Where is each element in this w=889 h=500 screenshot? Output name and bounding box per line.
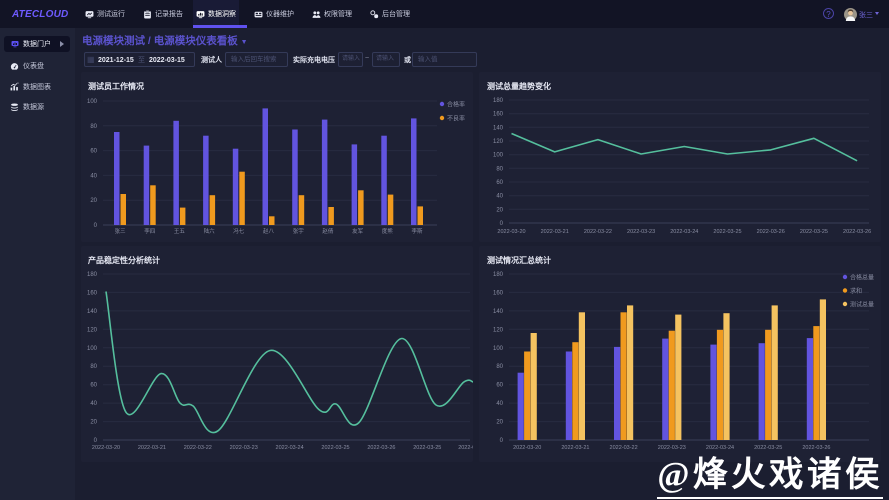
- svg-text:80: 80: [496, 364, 503, 370]
- svg-text:60: 60: [496, 383, 503, 389]
- svg-text:友军: 友军: [352, 227, 364, 235]
- svg-text:2022-03-25: 2022-03-25: [754, 445, 782, 451]
- svg-text:2022-03-25: 2022-03-25: [321, 445, 349, 451]
- svg-text:160: 160: [493, 112, 504, 118]
- svg-text:160: 160: [87, 290, 98, 296]
- svg-text:李四: 李四: [144, 227, 155, 235]
- svg-text:20: 20: [90, 198, 97, 204]
- svg-text:180: 180: [87, 272, 98, 278]
- svg-text:60: 60: [90, 383, 97, 389]
- svg-text:赵八: 赵八: [263, 227, 275, 235]
- svg-text:求和: 求和: [850, 287, 862, 295]
- svg-text:不良率: 不良率: [447, 115, 465, 123]
- svg-text:0: 0: [94, 223, 98, 229]
- svg-text:100: 100: [87, 346, 98, 352]
- svg-text:测试总量: 测试总量: [850, 301, 874, 309]
- svg-text:100: 100: [87, 99, 98, 105]
- svg-text:2022-03-20: 2022-03-20: [497, 229, 525, 235]
- svg-text:陆六: 陆六: [204, 227, 216, 235]
- svg-text:2022-03-26: 2022-03-26: [367, 445, 395, 451]
- svg-text:80: 80: [90, 364, 97, 370]
- svg-text:张宇: 张宇: [293, 227, 305, 235]
- svg-text:2022-03-24: 2022-03-24: [670, 229, 698, 235]
- svg-text:度熊: 度熊: [382, 227, 394, 235]
- svg-text:2022-03-25: 2022-03-25: [713, 229, 741, 235]
- svg-text:2022-03-23: 2022-03-23: [230, 445, 258, 451]
- svg-text:120: 120: [493, 139, 504, 145]
- svg-text:2022-03-24: 2022-03-24: [276, 445, 304, 451]
- svg-text:120: 120: [493, 327, 504, 333]
- svg-text:2022-03-25: 2022-03-25: [800, 229, 828, 235]
- svg-text:2022-03-23: 2022-03-23: [627, 229, 655, 235]
- svg-text:80: 80: [496, 166, 503, 172]
- svg-text:李斯: 李斯: [411, 227, 423, 235]
- svg-text:40: 40: [496, 194, 503, 200]
- svg-text:0: 0: [500, 438, 504, 444]
- svg-text:2022-03-26: 2022-03-26: [802, 445, 830, 451]
- svg-text:160: 160: [493, 290, 504, 296]
- svg-text:60: 60: [496, 180, 503, 186]
- svg-text:2022-03-22: 2022-03-22: [184, 445, 212, 451]
- svg-text:2022-03-20: 2022-03-20: [92, 445, 120, 451]
- svg-text:40: 40: [90, 401, 97, 407]
- svg-text:合格总量: 合格总量: [850, 274, 874, 282]
- svg-text:20: 20: [90, 420, 97, 426]
- svg-text:2022-03-25: 2022-03-25: [413, 445, 441, 451]
- svg-text:2022-03-24: 2022-03-24: [706, 445, 734, 451]
- svg-text:140: 140: [493, 125, 504, 131]
- svg-text:2022-03-21: 2022-03-21: [541, 229, 569, 235]
- svg-text:2022-03-22: 2022-03-22: [584, 229, 612, 235]
- svg-text:2022-0: 2022-0: [458, 445, 473, 451]
- svg-text:王五: 王五: [174, 228, 186, 235]
- svg-text:0: 0: [94, 438, 98, 444]
- svg-text:2022-03-26: 2022-03-26: [757, 229, 785, 235]
- svg-text:40: 40: [496, 401, 503, 407]
- svg-text:赵倩: 赵倩: [322, 227, 334, 235]
- svg-text:2022-03-23: 2022-03-23: [658, 445, 686, 451]
- svg-text:2022-03-21: 2022-03-21: [561, 445, 589, 451]
- svg-text:冯七: 冯七: [233, 227, 245, 235]
- svg-text:100: 100: [493, 346, 504, 352]
- svg-text:合格率: 合格率: [447, 101, 465, 109]
- svg-text:0: 0: [500, 221, 504, 227]
- svg-text:20: 20: [496, 420, 503, 426]
- svg-text:2022-03-22: 2022-03-22: [610, 445, 638, 451]
- svg-text:2022-03-21: 2022-03-21: [138, 445, 166, 451]
- svg-text:40: 40: [90, 173, 97, 179]
- svg-text:120: 120: [87, 327, 98, 333]
- svg-text:140: 140: [87, 309, 98, 315]
- svg-text:140: 140: [493, 309, 504, 315]
- svg-text:180: 180: [493, 98, 504, 104]
- svg-text:2022-03-26: 2022-03-26: [843, 229, 871, 235]
- svg-text:100: 100: [493, 153, 504, 159]
- svg-text:180: 180: [493, 272, 504, 278]
- svg-text:张三: 张三: [114, 227, 126, 235]
- svg-text:2022-03-20: 2022-03-20: [513, 445, 541, 451]
- svg-text:80: 80: [90, 124, 97, 130]
- svg-text:20: 20: [496, 207, 503, 213]
- svg-text:60: 60: [90, 149, 97, 155]
